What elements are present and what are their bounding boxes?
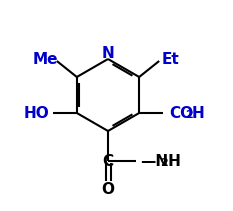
Text: N: N <box>102 46 114 61</box>
Text: Et: Et <box>161 51 179 66</box>
Text: O: O <box>102 181 114 196</box>
Text: 2: 2 <box>160 158 168 168</box>
Text: —NH: —NH <box>140 153 181 169</box>
Text: CO: CO <box>169 106 193 120</box>
Text: HO: HO <box>24 106 50 120</box>
Text: H: H <box>191 106 204 120</box>
Text: Me: Me <box>33 51 58 66</box>
Text: 2: 2 <box>185 110 193 120</box>
Text: C: C <box>103 153 113 169</box>
